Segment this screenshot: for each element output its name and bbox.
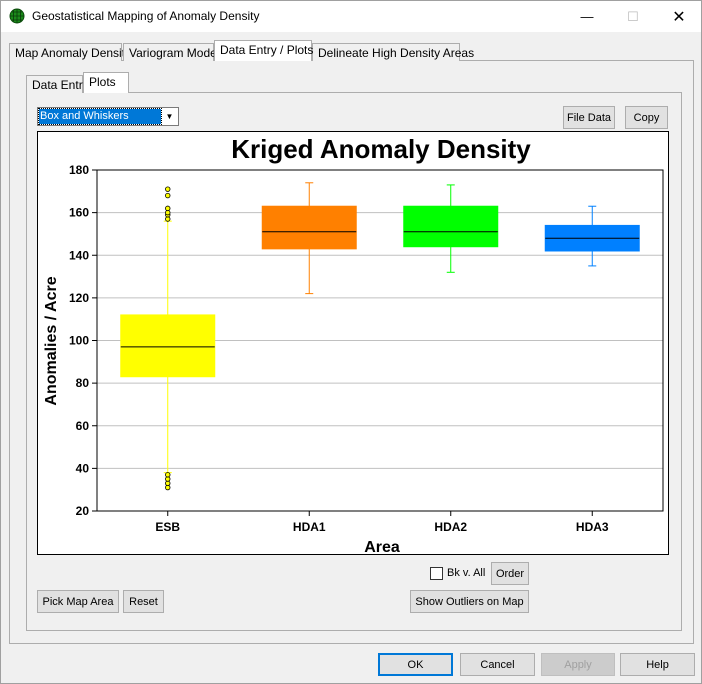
x-axis-label: Area <box>364 539 400 554</box>
y-tick-label: 40 <box>76 461 90 475</box>
help-button[interactable]: Help <box>620 653 695 676</box>
tab-map-anomaly-density[interactable]: Map Anomaly Density <box>9 43 131 61</box>
plot-area: Kriged Anomaly Density Anomalies / Acre … <box>37 131 669 555</box>
x-tick-label: HDA3 <box>576 520 609 534</box>
tab-data-entry-plots[interactable]: Data Entry / Plots <box>214 40 313 61</box>
copy-button[interactable]: Copy <box>625 106 668 129</box>
outlier-point <box>165 472 171 478</box>
box-whisker-chart: Kriged Anomaly Density Anomalies / Acre … <box>43 134 664 554</box>
reset-button[interactable]: Reset <box>123 590 164 613</box>
plot-type-value: Box and Whiskers <box>38 108 162 125</box>
title-bar[interactable]: Geostatistical Mapping of Anomaly Densit… <box>1 1 701 32</box>
y-tick-label: 120 <box>69 291 89 305</box>
show-outliers-button[interactable]: Show Outliers on Map <box>410 590 529 613</box>
box-hda2 <box>403 205 499 248</box>
y-axis-label: Anomalies / Acre <box>43 276 60 405</box>
tab-delineate-high-density-areas[interactable]: Delineate High Density Areas <box>312 43 474 61</box>
bk-v-all-label: Bk v. All <box>447 567 486 579</box>
pick-map-area-button[interactable]: Pick Map Area <box>37 590 119 613</box>
x-tick-label: HDA1 <box>293 520 326 534</box>
window-title: Geostatistical Mapping of Anomaly Densit… <box>32 9 260 23</box>
x-tick-label: HDA2 <box>434 520 467 534</box>
y-tick-label: 160 <box>69 206 89 220</box>
tab-variogram-model[interactable]: Variogram Model <box>123 43 219 61</box>
tab-plots[interactable]: Plots <box>83 72 129 93</box>
outlier-point <box>165 186 171 192</box>
ok-button[interactable]: OK <box>378 653 453 676</box>
bk-v-all-checkbox[interactable] <box>430 567 443 580</box>
y-tick-label: 180 <box>69 163 89 177</box>
apply-button[interactable]: Apply <box>541 653 615 676</box>
y-tick-label: 140 <box>69 248 89 262</box>
tab-data-entry[interactable]: Data Entry <box>26 75 89 93</box>
y-tick-label: 60 <box>76 419 90 433</box>
maximize-button[interactable]: ☐ <box>627 8 639 24</box>
y-tick-label: 80 <box>76 376 90 390</box>
close-button[interactable]: ✕ <box>672 8 686 26</box>
file-data-button[interactable]: File Data <box>563 106 615 129</box>
minimize-button[interactable]: — <box>580 9 594 24</box>
y-tick-label: 20 <box>76 504 90 518</box>
plot-type-select[interactable]: Box and Whiskers ▼ <box>37 107 179 126</box>
cancel-button[interactable]: Cancel <box>460 653 535 676</box>
outlier-point <box>165 205 171 212</box>
globe-icon <box>9 8 25 24</box>
box-hda1 <box>261 205 357 250</box>
order-button[interactable]: Order <box>491 562 529 585</box>
chart-title: Kriged Anomaly Density <box>231 134 531 164</box>
box-esb <box>120 314 216 378</box>
outlier-point <box>165 192 171 199</box>
chevron-down-icon[interactable]: ▼ <box>165 112 174 121</box>
x-tick-label: ESB <box>155 520 180 534</box>
y-tick-label: 100 <box>69 334 89 348</box>
